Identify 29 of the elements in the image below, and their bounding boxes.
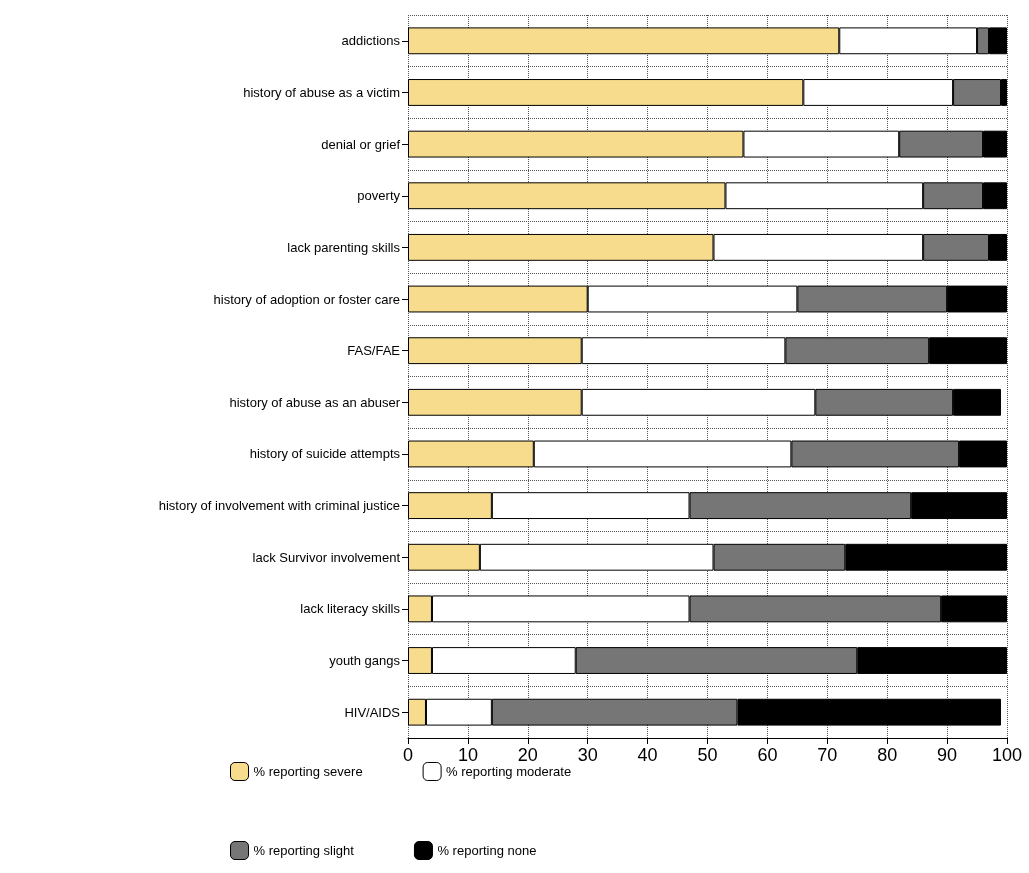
x-tick-label: 30 <box>577 745 598 765</box>
legend-label: % reporting moderate <box>446 764 572 779</box>
y-tick-label: HIV/AIDS <box>344 704 401 720</box>
y-tick-label: youth gangs <box>329 653 401 669</box>
x-tick-label: 60 <box>757 745 778 765</box>
y-tick-label: history of abuse as a victim <box>243 84 400 100</box>
y-tick-label: lack literacy skills <box>300 601 401 617</box>
x-tick-label: 90 <box>937 745 958 765</box>
x-tick-label: 70 <box>817 745 838 765</box>
legend-label: % reporting severe <box>253 764 363 779</box>
x-tick-label: 40 <box>637 745 658 765</box>
x-tick-label: 0 <box>402 745 414 765</box>
legend-label: % reporting slight <box>253 843 355 858</box>
x-tick-label: 100 <box>991 745 1023 765</box>
x-tick-label: 80 <box>877 745 898 765</box>
x-tick-label: 10 <box>457 745 478 765</box>
y-tick-label: history of abuse as an abuser <box>229 394 401 410</box>
legend-label: % reporting none <box>437 843 537 858</box>
y-tick-label: FAS/FAE <box>347 343 401 359</box>
y-tick-label: lack Survivor involvement <box>252 549 401 565</box>
y-tick-label: lack parenting skills <box>287 239 401 255</box>
y-tick-label: history of suicide attempts <box>249 446 401 462</box>
y-tick-label: history of involvement with criminal justice <box>158 498 400 514</box>
y-tick-label: poverty <box>357 188 401 204</box>
x-tick-label: 20 <box>517 745 538 765</box>
x-tick-label: 50 <box>697 745 718 765</box>
y-tick-label: history of adoption or foster care <box>213 291 400 307</box>
y-tick-label: denial or grief <box>321 136 401 152</box>
y-tick-label: addictions <box>341 33 401 49</box>
